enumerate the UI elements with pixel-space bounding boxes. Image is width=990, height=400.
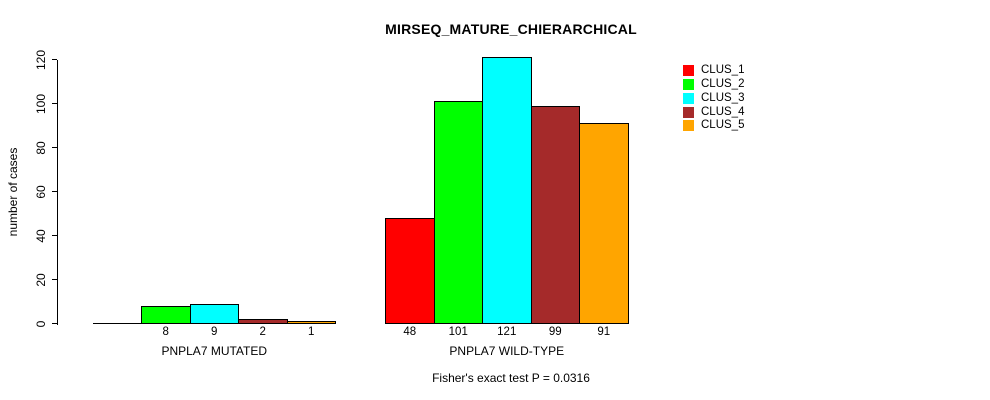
bar-value-label: 121 [497, 326, 517, 338]
legend-row: CLUS_4 [683, 105, 744, 119]
bar-clus_2 [433, 101, 483, 325]
legend-swatch-icon [683, 120, 694, 132]
y-tick [52, 146, 57, 149]
bar-value-label: 48 [403, 326, 417, 338]
annotation-text: Fisher's exact test P = 0.0316 [432, 371, 590, 385]
bar-clus_4 [530, 105, 580, 325]
bar-value-label: 2 [259, 326, 266, 338]
y-tick [52, 58, 57, 61]
chart-title: MIRSEQ_MATURE_CHIERARCHICAL [385, 21, 637, 37]
legend-row: CLUS_1 [683, 64, 744, 78]
bar-value-label: 91 [597, 326, 611, 338]
bar-value-label: 101 [448, 326, 468, 338]
bar-clus_5 [286, 321, 336, 325]
legend-swatch-icon [683, 65, 694, 77]
y-tick [52, 278, 57, 281]
y-tick-label: 40 [34, 228, 48, 243]
legend-label: CLUS_4 [701, 105, 745, 118]
legend-row: CLUS_5 [683, 119, 744, 133]
y-axis-line [57, 59, 59, 325]
bar-value-label: 8 [162, 326, 169, 338]
bar-value-label: 9 [211, 326, 218, 338]
legend: CLUS_1 CLUS_2 CLUS_3 CLUS_4 CLUS_5 [683, 64, 744, 133]
legend-row: CLUS_2 [683, 78, 744, 92]
y-tick-label: 60 [34, 184, 48, 199]
group-label: PNPLA7 WILD-TYPE [449, 344, 565, 358]
legend-swatch-icon [683, 79, 694, 91]
bar-clus_1 [385, 217, 435, 325]
y-tick-label: 0 [34, 320, 48, 327]
y-axis-label: number of cases [6, 147, 20, 236]
legend-swatch-icon [683, 106, 694, 118]
y-tick [52, 234, 57, 237]
legend-label: CLUS_1 [701, 64, 745, 77]
legend-label: CLUS_3 [701, 91, 745, 104]
bar-clus_3 [189, 303, 239, 325]
y-tick [52, 190, 57, 193]
bar-clus_3 [482, 57, 532, 325]
y-tick [52, 322, 57, 325]
legend-label: CLUS_2 [701, 78, 745, 91]
bar-clus_4 [238, 319, 288, 325]
y-tick-label: 80 [34, 140, 48, 155]
bar-value-label: 99 [548, 326, 562, 338]
bar-clus_2 [141, 305, 191, 325]
legend-swatch-icon [683, 92, 694, 104]
y-tick-label: 100 [34, 93, 48, 114]
y-tick-label: 120 [34, 49, 48, 70]
bar-clus_5 [579, 123, 629, 325]
y-tick-label: 20 [34, 272, 48, 287]
legend-label: CLUS_5 [701, 119, 745, 132]
group-label: PNPLA7 MUTATED [161, 344, 268, 358]
y-tick [52, 102, 57, 105]
legend-row: CLUS_3 [683, 92, 744, 106]
bar-value-label: 1 [308, 326, 315, 338]
